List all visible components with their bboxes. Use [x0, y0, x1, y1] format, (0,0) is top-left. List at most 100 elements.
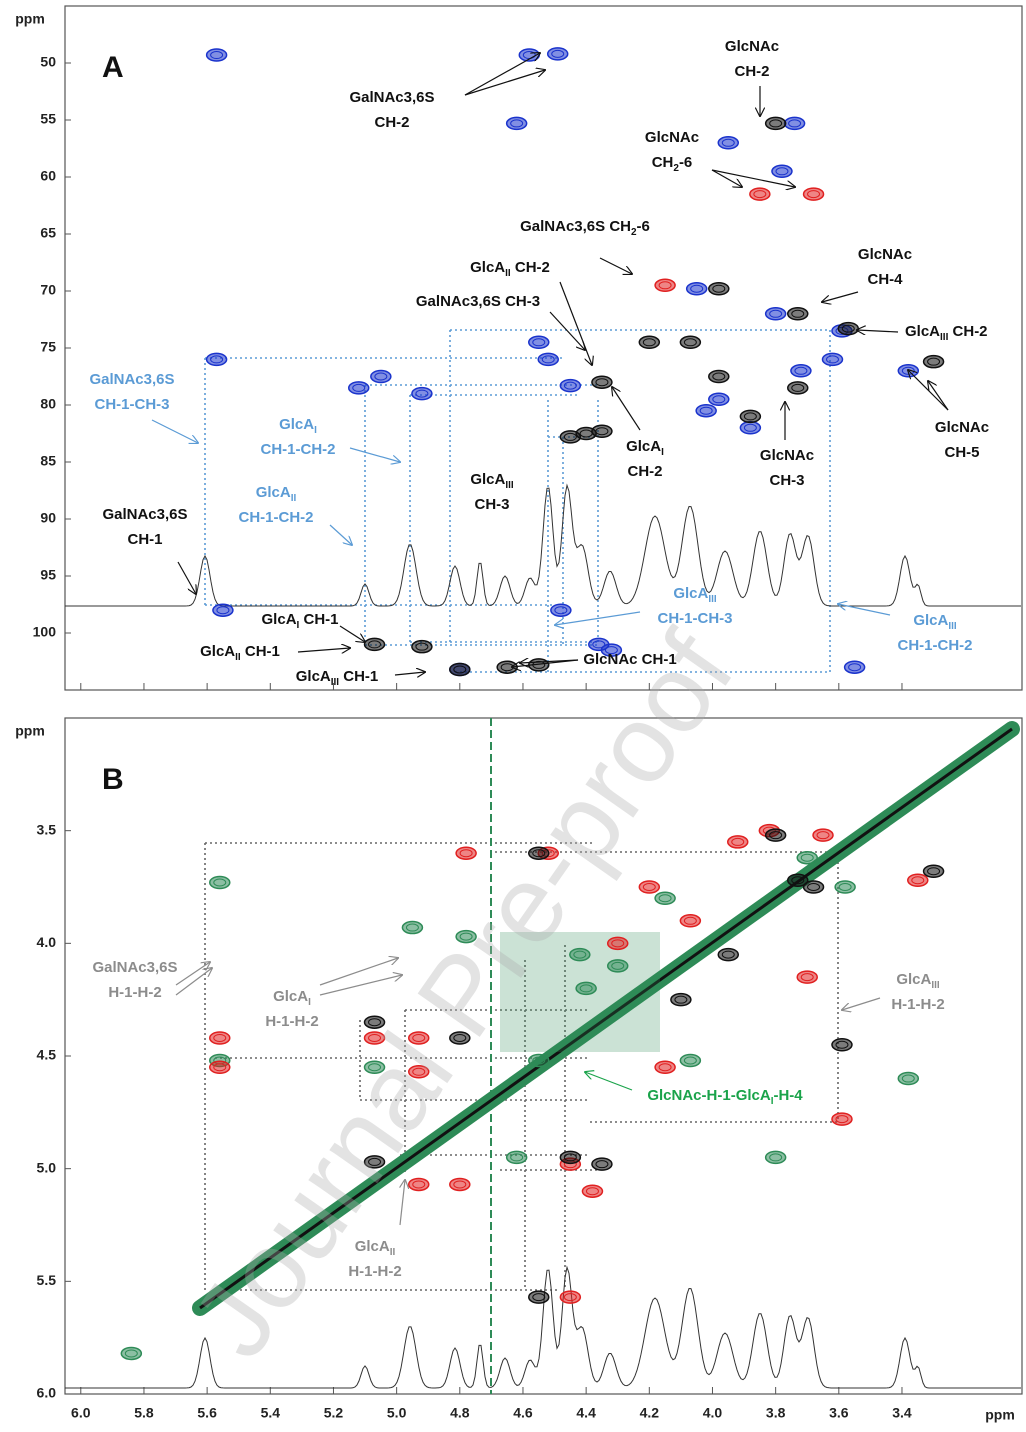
- peak-contour: [835, 1115, 849, 1124]
- peak: [843, 660, 866, 674]
- annotation-text: -6: [679, 154, 692, 171]
- annotation-text: GalNAc3,6S: [92, 959, 177, 976]
- peak-contour: [352, 383, 366, 392]
- peak-contour: [412, 1033, 426, 1042]
- peak: [505, 116, 528, 131]
- peak: [654, 1060, 676, 1075]
- annotation-text: GlcA: [273, 988, 308, 1005]
- peak-contour: [585, 1187, 599, 1196]
- annotation-arrow: [559, 281, 592, 365]
- annotation-text: CH-4: [867, 271, 903, 288]
- annotation-text: CH-1-CH-2: [239, 509, 314, 526]
- annotation-arrow: [175, 968, 212, 996]
- annotation-text: CH-1-CH-3: [95, 396, 170, 413]
- peak: [821, 352, 844, 367]
- annotation-arrow: [319, 958, 398, 986]
- peak-contour: [563, 432, 577, 441]
- peak: [764, 828, 787, 842]
- peak-contour: [592, 640, 606, 649]
- peak-contour: [213, 1033, 227, 1042]
- annotation: GlcAIII: [896, 971, 940, 991]
- y-tick-label: 70: [40, 282, 56, 298]
- peak: [654, 891, 676, 906]
- y-tick-label: 50: [40, 54, 56, 70]
- peak: [796, 970, 818, 984]
- peak: [802, 187, 825, 201]
- annotation-arrow: [908, 370, 949, 411]
- projection-trace: [65, 1265, 1021, 1389]
- peak-contour: [374, 372, 388, 381]
- annotation: GlcNAc: [858, 246, 912, 263]
- peak-contour: [368, 1157, 382, 1166]
- annotation-text: -6: [637, 218, 650, 235]
- annotation-text: GlcNAc: [935, 419, 989, 436]
- peak-contour: [453, 1033, 467, 1042]
- peak: [407, 1031, 430, 1045]
- annotation-text: GlcA: [470, 259, 505, 276]
- annotation: GlcNAc: [645, 129, 699, 146]
- peak: [717, 947, 740, 962]
- peak: [591, 424, 613, 438]
- peak-contour: [769, 119, 783, 128]
- annotation: H-1-H-2: [348, 1263, 401, 1280]
- peak-contour: [459, 932, 473, 941]
- subscript: I: [771, 1096, 774, 1107]
- peak: [600, 643, 623, 657]
- annotation: GlcNAc: [935, 419, 989, 436]
- annotation-arrow: [175, 962, 210, 986]
- annotation-text: CH-1: [241, 643, 280, 660]
- annotation: GlcAII CH-1: [200, 643, 280, 663]
- peak-contour: [791, 309, 805, 318]
- peak-contour: [368, 1063, 382, 1072]
- peak-contour: [769, 831, 783, 840]
- peak: [679, 914, 702, 928]
- peak: [363, 1031, 386, 1045]
- annotation-text: CH-2: [374, 114, 409, 131]
- annotation: GlcAI: [626, 438, 664, 458]
- annotation-arrow: [842, 997, 881, 1010]
- annotation-arrow: [464, 53, 540, 96]
- annotation-text: CH: [652, 154, 674, 171]
- subscript: III: [331, 677, 340, 688]
- annotation: GlcAI: [279, 416, 317, 436]
- peak-contour: [412, 1180, 426, 1189]
- annotation: GlcAI CH-1: [262, 611, 339, 631]
- peak-contour: [453, 1180, 467, 1189]
- annotation: GlcAIII: [673, 585, 717, 605]
- peak: [559, 378, 582, 393]
- peak: [787, 307, 809, 321]
- peak-contour: [901, 1074, 915, 1083]
- annotation-text: GlcNAc CH-1: [583, 651, 676, 668]
- annotation-text: GalNAc3,6S CH-3: [416, 293, 540, 310]
- annotation-text: CH-2: [627, 463, 662, 480]
- peak: [455, 846, 477, 860]
- subscript: II: [235, 652, 241, 663]
- peak-contour: [699, 406, 713, 415]
- peak-contour: [712, 284, 726, 293]
- peak-contour: [642, 338, 656, 347]
- annotation-text: GlcNAc: [858, 246, 912, 263]
- annotation-text: CH-3: [474, 496, 509, 513]
- annotation: GlcAIII CH-1: [296, 668, 379, 688]
- peak-contour: [848, 663, 862, 672]
- annotation-text: H-1-H-2: [265, 1013, 318, 1030]
- annotation: CH-1-CH-2: [898, 637, 973, 654]
- peak: [407, 1177, 430, 1192]
- peak-contour: [532, 1056, 546, 1065]
- peak: [897, 1071, 920, 1086]
- annotation-text: -H-4: [773, 1087, 803, 1104]
- peak: [505, 1150, 528, 1165]
- subscript: 2: [631, 227, 637, 238]
- peak-contour: [835, 1040, 849, 1049]
- x-tick-label: 5.8: [134, 1405, 154, 1421]
- peak: [708, 392, 730, 407]
- annotation-arrow: [329, 524, 352, 545]
- annotation-arrow: [822, 291, 859, 302]
- peak-contour: [604, 646, 618, 655]
- y-tick-label: 90: [40, 510, 56, 526]
- annotation: GlcAI: [273, 988, 311, 1008]
- annotation-text: GlcA: [279, 416, 314, 433]
- annotation: H-1-H-2: [265, 1013, 318, 1030]
